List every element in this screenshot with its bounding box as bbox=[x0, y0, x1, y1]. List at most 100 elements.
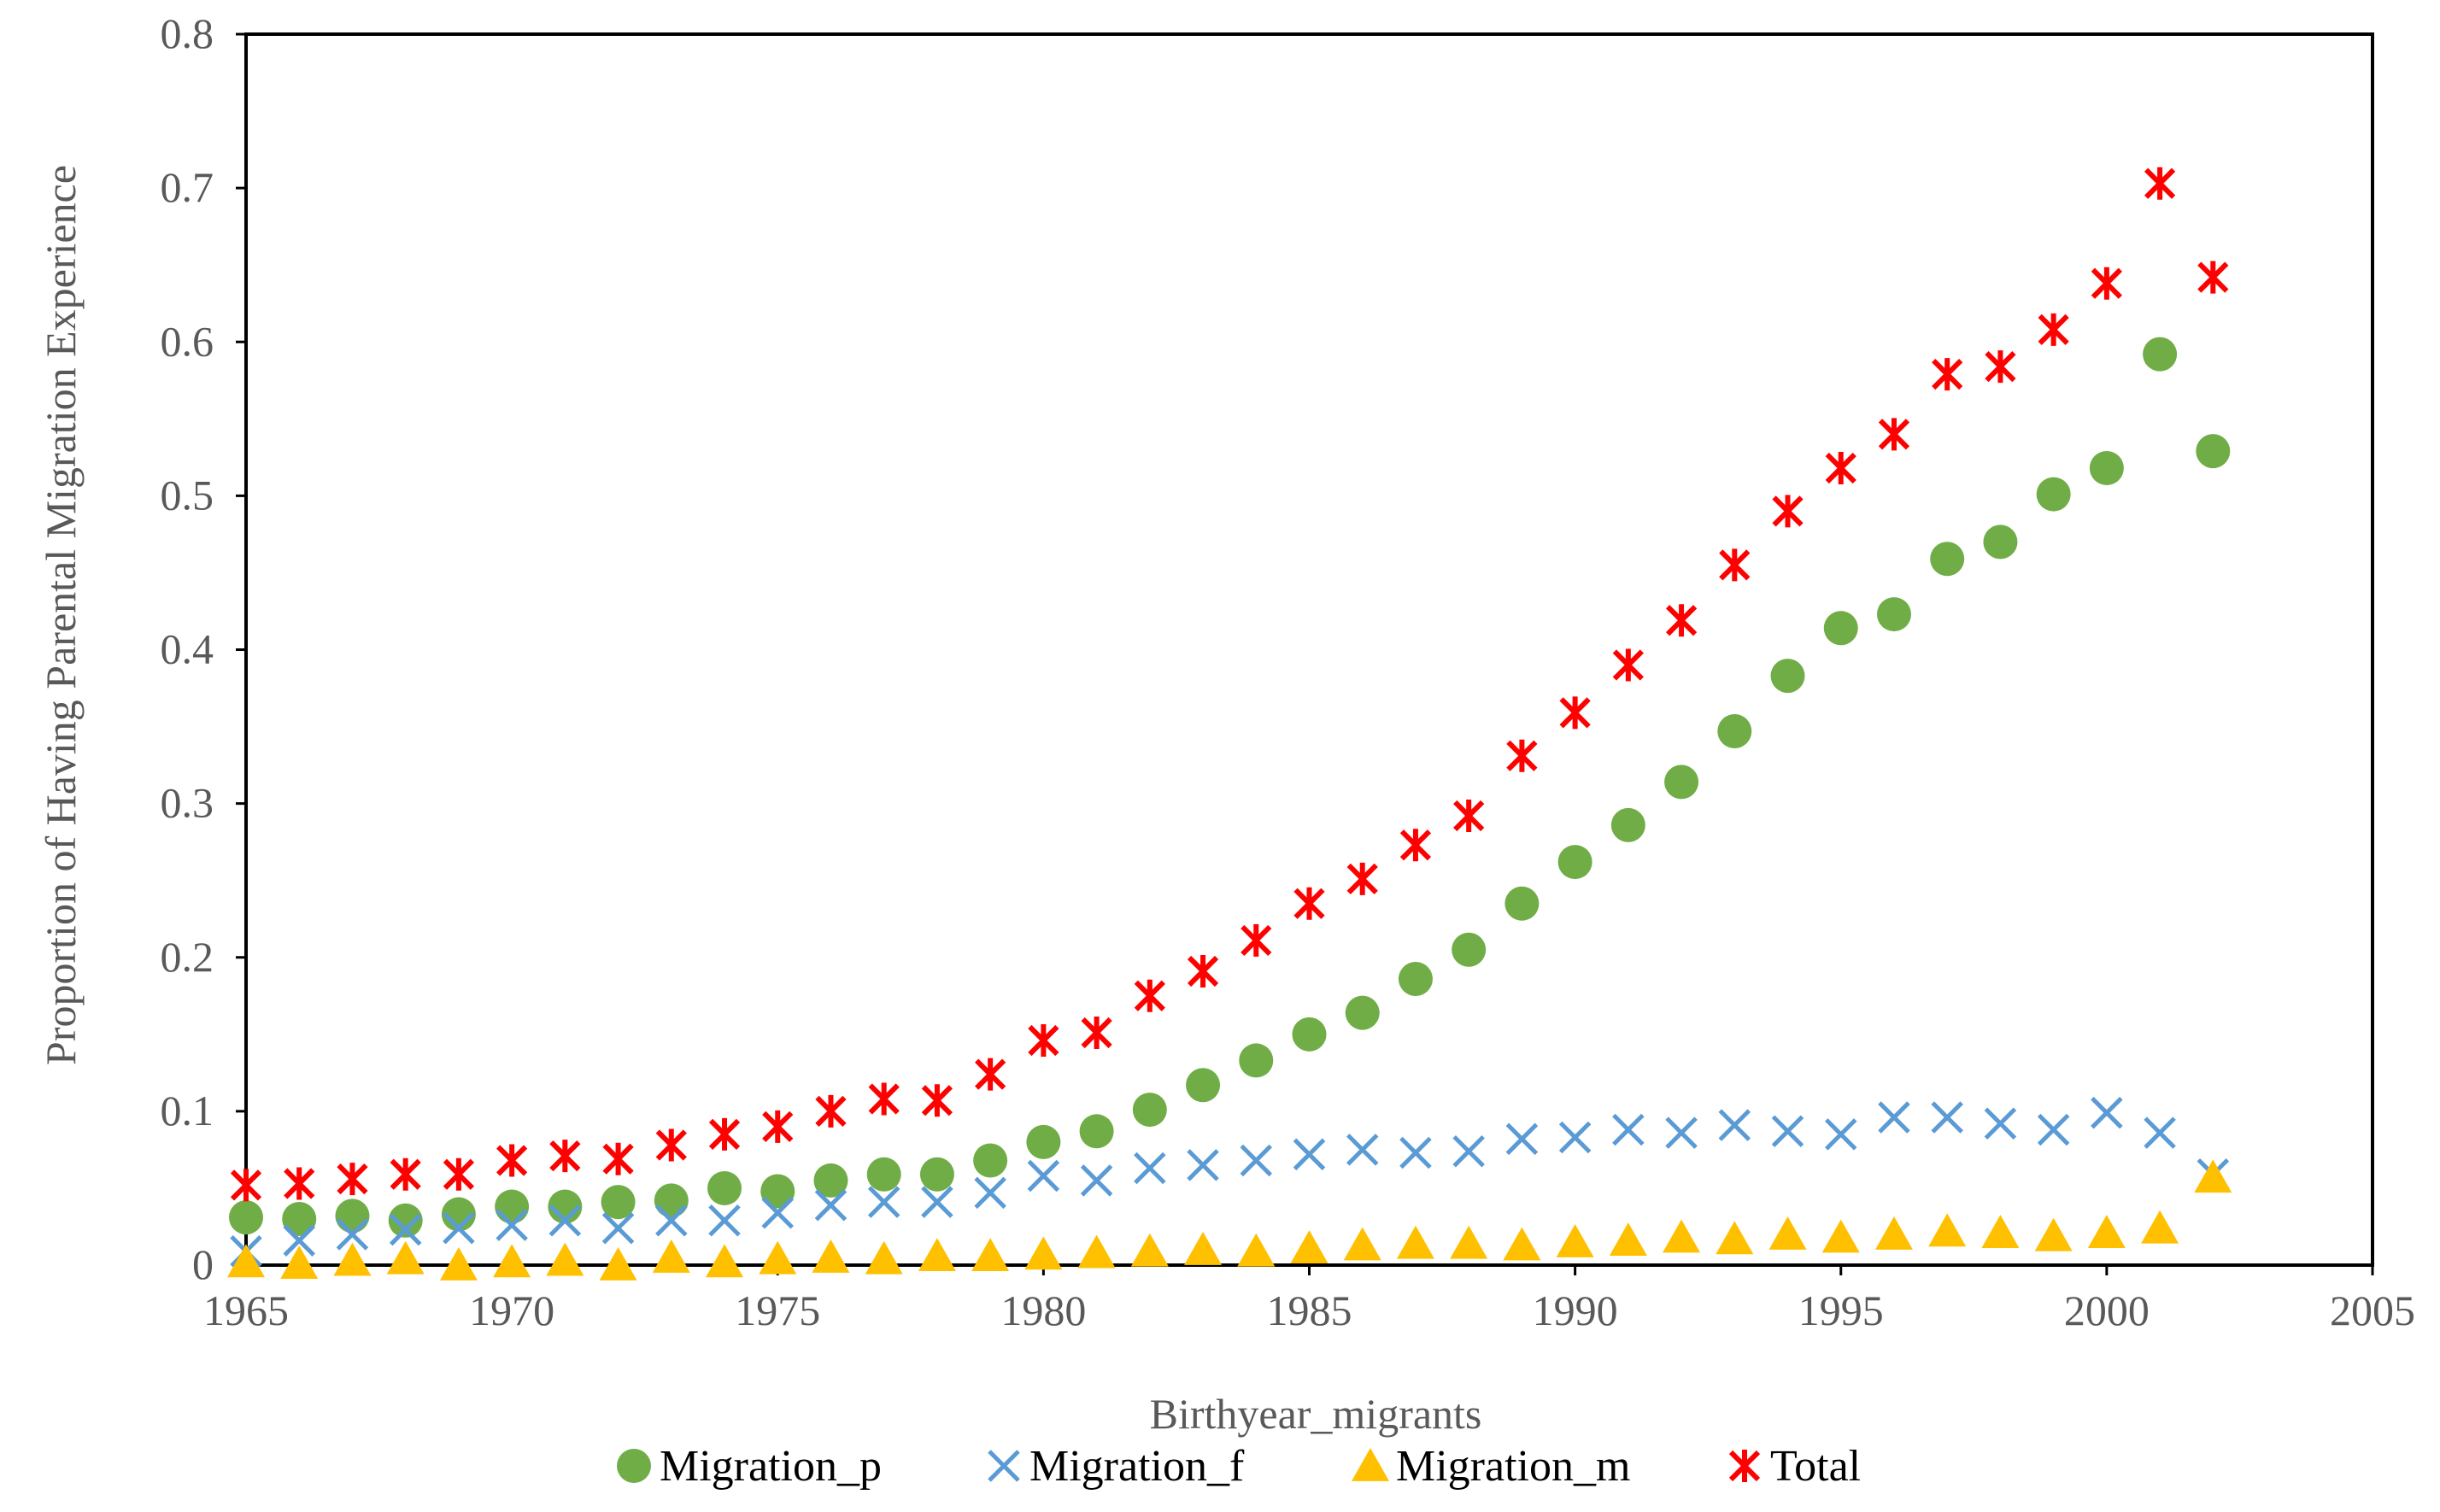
legend-item-migration-f: Migration_f bbox=[988, 1442, 1245, 1491]
data-point bbox=[1557, 845, 1592, 880]
series-migration-f bbox=[230, 1096, 2230, 1268]
data-point bbox=[2091, 1096, 2123, 1129]
data-point bbox=[1453, 800, 1485, 833]
data-point bbox=[599, 1247, 637, 1281]
data-point bbox=[1134, 979, 1165, 1012]
data-point bbox=[2143, 337, 2178, 372]
data-point bbox=[1878, 1101, 1910, 1134]
data-point bbox=[1663, 1219, 1701, 1253]
data-point bbox=[1878, 418, 1910, 451]
data-point bbox=[921, 1084, 953, 1117]
data-point bbox=[813, 1163, 848, 1198]
data-point bbox=[1028, 1024, 1059, 1058]
data-point bbox=[973, 1143, 1008, 1178]
data-point bbox=[1718, 1109, 1751, 1141]
x-tick-label: 1970 bbox=[469, 1286, 554, 1334]
legend-marker bbox=[1352, 1448, 1389, 1481]
data-point bbox=[495, 1189, 530, 1224]
y-tick-label: 0.4 bbox=[161, 625, 214, 673]
data-point bbox=[1665, 1116, 1698, 1149]
data-point bbox=[548, 1189, 583, 1224]
series-migration-m bbox=[227, 1159, 2232, 1281]
x-tick-label: 1990 bbox=[1533, 1286, 1618, 1334]
data-point bbox=[1237, 1233, 1276, 1267]
data-point bbox=[1077, 1234, 1116, 1269]
data-point bbox=[652, 1239, 690, 1273]
data-point bbox=[389, 1213, 422, 1246]
data-point bbox=[2196, 434, 2231, 469]
data-point bbox=[1080, 1164, 1113, 1197]
data-point bbox=[1928, 1213, 1967, 1247]
x-axis: 1965 1970 1975 1980 1985 1990 1995 2000 2005 bbox=[203, 1265, 2415, 1334]
data-point bbox=[2038, 313, 2069, 346]
data-point bbox=[1132, 1093, 1167, 1128]
data-point bbox=[602, 1142, 634, 1175]
data-point bbox=[1771, 1115, 1804, 1148]
data-point bbox=[1556, 1223, 1594, 1257]
series-total bbox=[230, 167, 2229, 1202]
legend-item-migration-p: Migration_p bbox=[617, 1442, 882, 1491]
data-point bbox=[227, 1244, 265, 1278]
data-point bbox=[601, 1212, 635, 1245]
legend: Migration_p Migration_f Migration_m Total bbox=[617, 1442, 1861, 1491]
data-point bbox=[1825, 451, 1856, 484]
data-point bbox=[1609, 1222, 1647, 1257]
data-point bbox=[1984, 1107, 2017, 1140]
y-tick-label: 0.2 bbox=[161, 933, 214, 981]
data-point bbox=[441, 1197, 476, 1232]
data-point bbox=[335, 1198, 370, 1234]
data-point bbox=[868, 1082, 900, 1116]
data-point bbox=[1612, 648, 1644, 682]
data-point bbox=[1931, 1101, 1963, 1134]
data-point bbox=[1450, 1225, 1488, 1259]
data-point bbox=[815, 1094, 847, 1128]
data-point bbox=[280, 1245, 319, 1280]
data-point bbox=[1026, 1124, 1061, 1159]
data-point bbox=[762, 1110, 794, 1143]
data-point bbox=[2194, 1159, 2232, 1193]
y-tick-label: 0.1 bbox=[161, 1087, 214, 1134]
data-point bbox=[761, 1196, 795, 1229]
data-point bbox=[1186, 1068, 1221, 1103]
data-point bbox=[1187, 1149, 1219, 1181]
data-point bbox=[1290, 1230, 1329, 1264]
data-point bbox=[390, 1157, 421, 1191]
legend-marker bbox=[988, 1450, 1020, 1482]
data-point bbox=[548, 1204, 582, 1237]
y-tick-label: 0.3 bbox=[161, 779, 214, 827]
data-point bbox=[601, 1185, 636, 1220]
data-point bbox=[443, 1157, 475, 1191]
data-point bbox=[706, 1244, 744, 1278]
data-point bbox=[759, 1240, 797, 1275]
data-point bbox=[2144, 167, 2176, 200]
data-point bbox=[974, 1176, 1006, 1210]
data-point bbox=[1981, 1215, 2020, 1249]
y-axis-label: Proportion of Having Parental Migration … bbox=[37, 165, 85, 1065]
data-point bbox=[1559, 696, 1591, 730]
x-tick-label: 2000 bbox=[2064, 1286, 2150, 1334]
data-point bbox=[866, 1157, 901, 1192]
data-point bbox=[388, 1203, 423, 1238]
data-point bbox=[1932, 358, 1963, 391]
data-point bbox=[919, 1157, 954, 1192]
data-point bbox=[496, 1144, 528, 1177]
legend-marker bbox=[1728, 1450, 1761, 1482]
data-point bbox=[1239, 1043, 1274, 1078]
data-point bbox=[1292, 1017, 1327, 1052]
legend-label: Migration_p bbox=[660, 1442, 882, 1491]
data-point bbox=[918, 1238, 956, 1272]
data-point bbox=[1399, 829, 1432, 862]
data-point bbox=[865, 1240, 903, 1275]
data-point bbox=[654, 1183, 689, 1218]
data-point bbox=[1985, 350, 2016, 384]
data-point bbox=[1346, 862, 1378, 895]
x-tick-label: 1965 bbox=[203, 1286, 289, 1334]
data-point bbox=[814, 1188, 848, 1222]
x-tick-label: 1985 bbox=[1267, 1286, 1352, 1334]
data-point bbox=[1345, 995, 1380, 1030]
y-tick-label: 0.8 bbox=[161, 9, 214, 57]
data-series bbox=[227, 167, 2232, 1281]
legend-label: Migration_f bbox=[1029, 1442, 1245, 1491]
